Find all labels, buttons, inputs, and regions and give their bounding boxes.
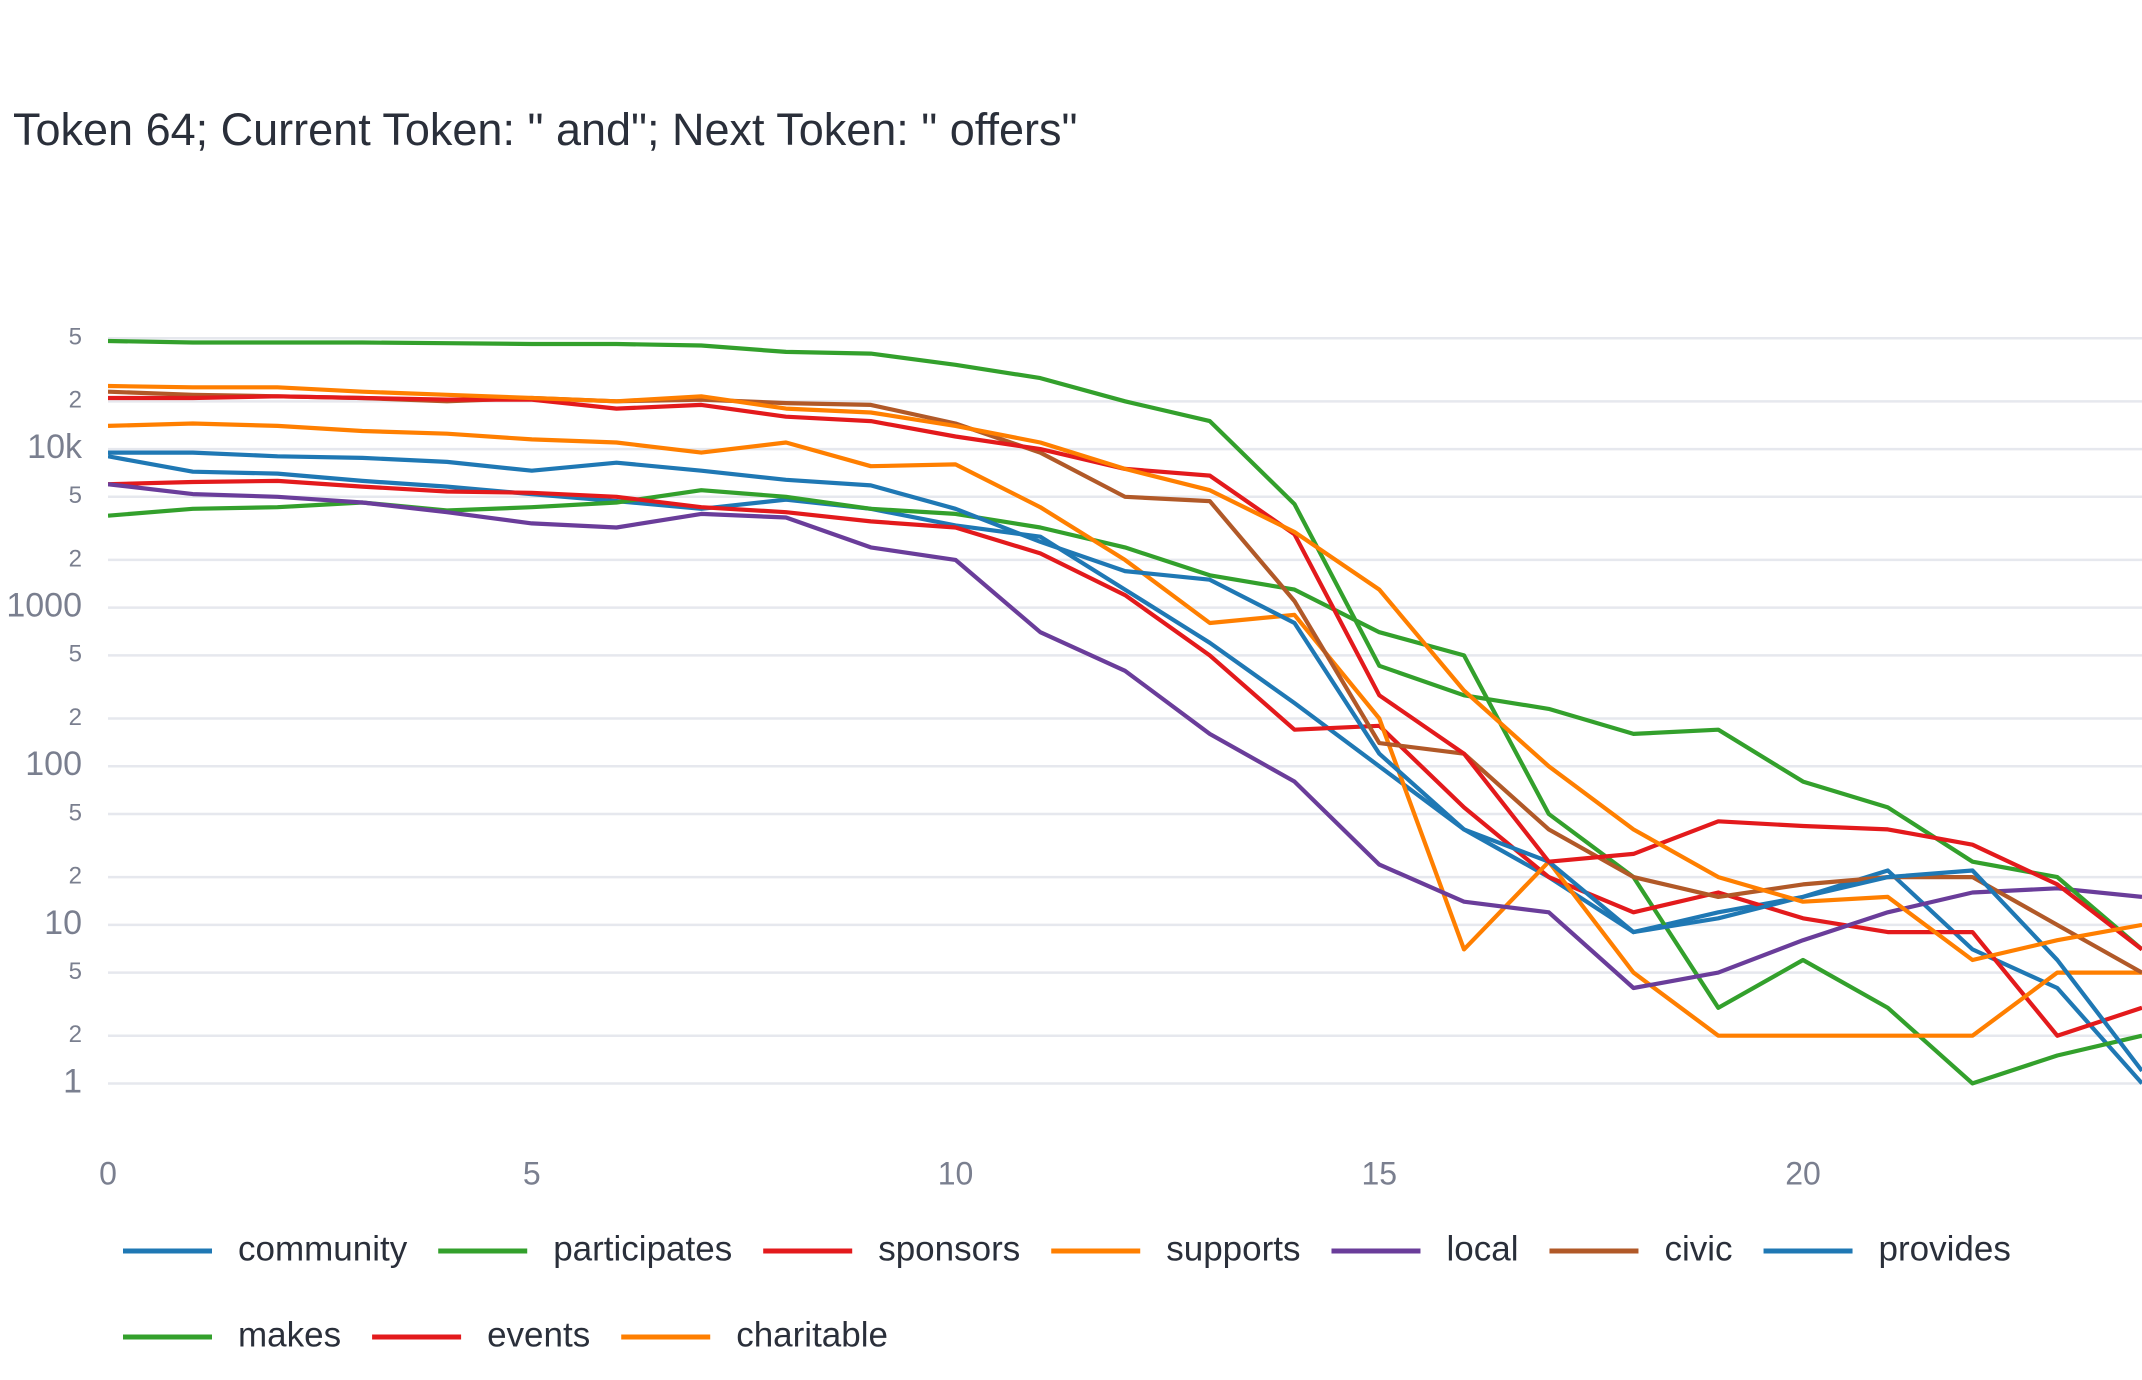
y-tick-label: 5 <box>69 958 82 985</box>
axes: 1 2 5 10 2 5 100 2 5 1000 2 5 10k 2 5 0 5 10 15 20 <box>6 324 1820 1192</box>
x-tick-label: 10 <box>938 1155 974 1191</box>
x-tick-label: 15 <box>1361 1155 1397 1191</box>
y-tick-label: 5 <box>69 482 82 509</box>
y-tick-label: 5 <box>69 799 82 826</box>
series-line <box>108 488 2142 1086</box>
series-line <box>108 478 2142 1038</box>
legend-label: participates <box>553 1229 732 1268</box>
legend-item: makes <box>123 1315 341 1354</box>
plot-lines <box>108 338 2142 1086</box>
legend-item: events <box>372 1315 590 1354</box>
y-tick-label: 5 <box>69 641 82 668</box>
legend-label: sponsors <box>878 1229 1020 1268</box>
series-line <box>108 338 2142 951</box>
legend-item: provides <box>1763 1229 2011 1268</box>
legend-item: participates <box>438 1229 732 1268</box>
legend-item: civic <box>1549 1229 1733 1268</box>
x-tick-label: 0 <box>99 1155 117 1191</box>
y-tick-label: 10 <box>44 904 82 942</box>
x-tick-label: 5 <box>523 1155 541 1191</box>
legend-item: sponsors <box>763 1229 1020 1268</box>
legend-label: supports <box>1166 1229 1300 1268</box>
legend-item: supports <box>1051 1229 1300 1268</box>
y-tick-label: 1000 <box>6 587 82 625</box>
legend: community participates sponsors supports loc… <box>123 1229 2011 1354</box>
x-tick-label: 20 <box>1785 1155 1821 1191</box>
chart-title: Token 64; Current Token: " and"; Next To… <box>13 104 1078 155</box>
y-tick-label: 2 <box>69 704 82 731</box>
series-line <box>108 454 2142 1085</box>
y-tick-label: 10k <box>27 428 83 466</box>
legend-label: community <box>238 1229 408 1268</box>
legend-item: local <box>1331 1229 1518 1268</box>
legend-label: civic <box>1664 1229 1732 1268</box>
y-tick-label: 2 <box>69 862 82 889</box>
series-line <box>108 450 2142 1073</box>
legend-label: charitable <box>736 1315 888 1354</box>
series-line <box>108 421 2142 1038</box>
y-tick-label: 2 <box>69 1021 82 1048</box>
series-line <box>108 383 2142 963</box>
y-tick-label: 5 <box>69 324 82 351</box>
y-tick-label: 100 <box>25 745 82 783</box>
series-line <box>108 482 2142 991</box>
y-tick-label: 1 <box>63 1062 82 1100</box>
legend-label: local <box>1446 1229 1518 1268</box>
legend-label: provides <box>1879 1229 2011 1268</box>
y-tick-label: 2 <box>69 387 82 414</box>
y-tick-label: 2 <box>69 545 82 572</box>
grid <box>108 336 2142 1085</box>
legend-item: community <box>123 1229 408 1268</box>
legend-label: events <box>487 1315 590 1354</box>
legend-item: charitable <box>621 1315 888 1354</box>
legend-label: makes <box>238 1315 341 1354</box>
